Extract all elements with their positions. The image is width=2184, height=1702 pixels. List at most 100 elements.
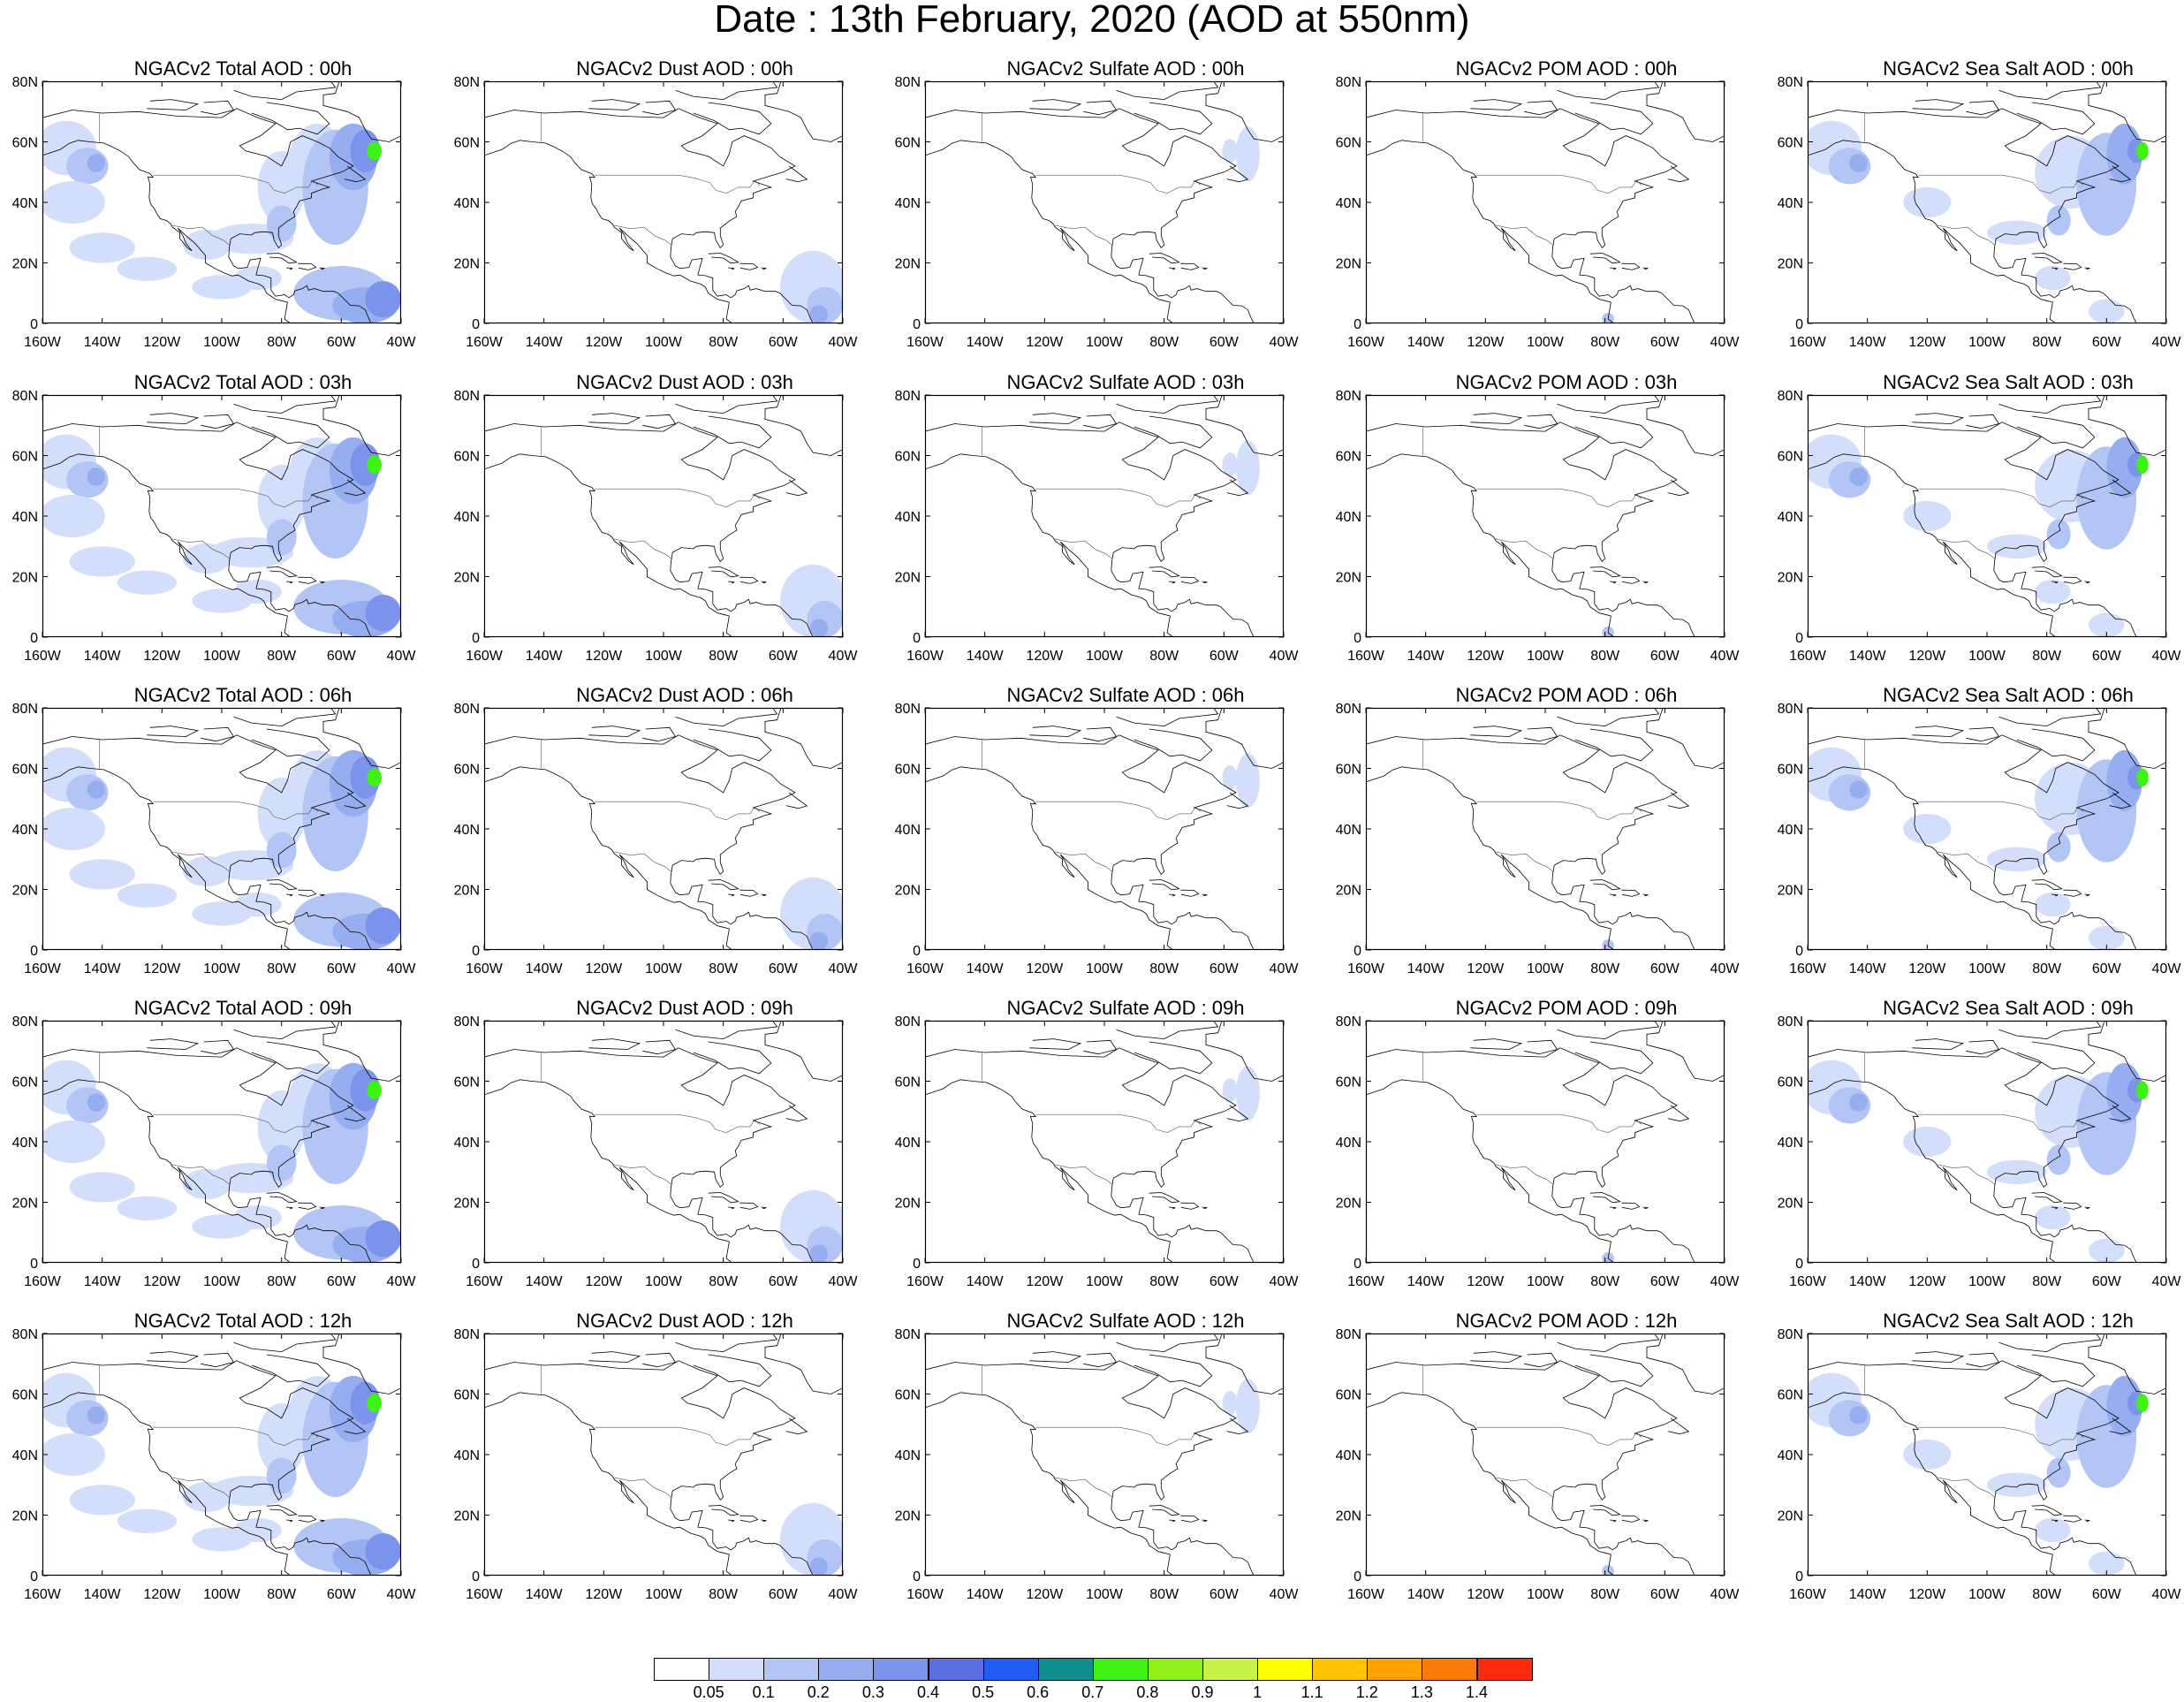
coastline [1180,262,1200,270]
coastline [2031,1505,2063,1516]
panel-title: NGACv2 POM AOD : 12h [1455,1310,1678,1332]
lat-tick-label: 60N [1336,450,1361,465]
country-border [1035,174,1202,194]
aod-field-cell [2136,141,2149,161]
panel-sea-salt-3: NGACv2 Sea Salt AOD : 09h 80N 60N 40N 20N 0 16… [1778,998,2184,1307]
coastline [1366,422,1695,637]
lon-tick-label: 120W [585,961,623,976]
lat-tick-label: 40N [12,823,38,838]
coastline [201,1352,235,1368]
coastline [1642,893,1649,897]
lon-tick-label: 160W [1347,961,1385,976]
lon-tick-label: 160W [466,335,504,350]
lon-tick-label: 120W [585,335,623,350]
coastline [322,81,401,142]
lon-tick-label: 120W [585,1587,623,1602]
lon-tick-label: 80W [267,1274,297,1289]
aod-field-cell [69,232,135,263]
coastline [147,413,200,424]
coastline [1610,1206,1617,1210]
panel-sulfate-2: NGACv2 Sulfate AOD : 06h 80N 60N 40N 20N 0 160… [895,684,1367,994]
coastline [1912,99,1965,110]
lon-tick-label: 160W [906,1587,944,1602]
lon-tick-label: 140W [1407,1274,1445,1289]
country-border [1494,851,1553,872]
panel-title: NGACv2 Dust AOD : 09h [576,997,793,1019]
lon-tick-label: 60W [769,649,799,664]
coastline [2051,267,2059,270]
country-border [1494,538,1553,559]
lon-tick-label: 60W [1650,961,1680,976]
lat-tick-label: 40N [12,1136,38,1151]
lon-tick-label: 40W [387,649,417,664]
lat-tick-label: 20N [1336,1509,1361,1524]
coastline [1470,413,1523,424]
coastline [1998,1333,2102,1353]
coastline [642,414,677,429]
lat-tick-label: 80N [12,702,38,717]
lat-tick-label: 60N [1778,450,1803,465]
lat-tick-label: 20N [454,257,480,272]
coastline [1366,1079,1615,1263]
lon-tick-label: 120W [1026,649,1064,664]
coastline [1610,1519,1617,1523]
lat-tick-label: 80N [1778,1327,1803,1342]
coastline [588,1038,641,1050]
lon-tick-label: 100W [645,1274,683,1289]
lat-tick-label: 0 [913,631,921,646]
country-border [612,538,671,559]
lon-tick-label: 80W [1590,1274,1620,1289]
aod-field-cell [117,883,178,908]
lon-tick-label: 160W [466,649,504,664]
coastline [764,1333,843,1394]
country-border [1936,1164,1995,1185]
coastline [201,726,235,742]
lat-tick-label: 60N [454,450,480,465]
coastline [266,566,298,578]
aod-field-cell [1222,139,1238,163]
aod-field-cell [2046,519,2071,550]
coastline [1180,1202,1200,1210]
map-plot: 80N 60N 40N 20N 0 160W 140W 120W 100W 80W 60W 40W [1336,1014,1740,1289]
coastline [693,1354,772,1387]
aod-field-cell [2136,455,2149,475]
coastline [1029,99,1082,110]
coastline [344,792,367,809]
lon-tick-label: 100W [203,1587,241,1602]
panel-title: NGACv2 Total AOD : 12h [133,1310,353,1332]
lon-tick-label: 140W [1407,335,1445,350]
coastline [42,1392,292,1576]
lon-tick-label: 60W [769,961,799,976]
lat-tick-label: 0 [472,1257,480,1272]
panel-total-0: NGACv2 Total AOD : 00h 80N 60N 40N 20N 0 160W 1… [12,58,484,368]
lon-tick-label: 60W [1210,1587,1240,1602]
panel-title: NGACv2 Dust AOD : 00h [576,57,793,80]
coastline [1366,1047,1695,1263]
aod-field-cell [1235,126,1260,181]
coastline [1116,81,1219,101]
lon-tick-label: 60W [327,649,357,664]
coastline [1149,1192,1180,1204]
lon-tick-label: 60W [769,335,799,350]
panel-sea-salt-2: NGACv2 Sea Salt AOD : 06h 80N 60N 40N 20N 0 16… [1778,685,2184,994]
aod-field-cell [2035,1517,2071,1543]
coastline [693,102,772,135]
lat-tick-label: 0 [1795,1257,1803,1272]
coastline [1646,1021,1725,1082]
aod-field-cell [1903,813,1952,845]
coastline [1589,1505,1621,1516]
coastline [764,395,843,456]
coastline [925,766,1174,950]
lon-tick-label: 60W [1650,1587,1680,1602]
coastline [1366,453,1615,637]
country-border [1918,801,2084,821]
lat-tick-label: 80N [1336,1014,1361,1030]
country-border [171,224,230,246]
panel-title: NGACv2 Sulfate AOD : 06h [1006,684,1245,706]
panel-pom-2: NGACv2 POM AOD : 06h 80N 60N 40N 20N 0 160W 140… [1336,685,1808,994]
coastline [484,1392,733,1576]
map-plot: 80N 60N 40N 20N 0 160W 140W 120W 100W 80W 60W 40W [454,389,859,664]
coastline [2031,253,2063,264]
coastline [1646,1333,1725,1394]
panel-title: NGACv2 Sea Salt AOD : 03h [1883,371,2134,393]
